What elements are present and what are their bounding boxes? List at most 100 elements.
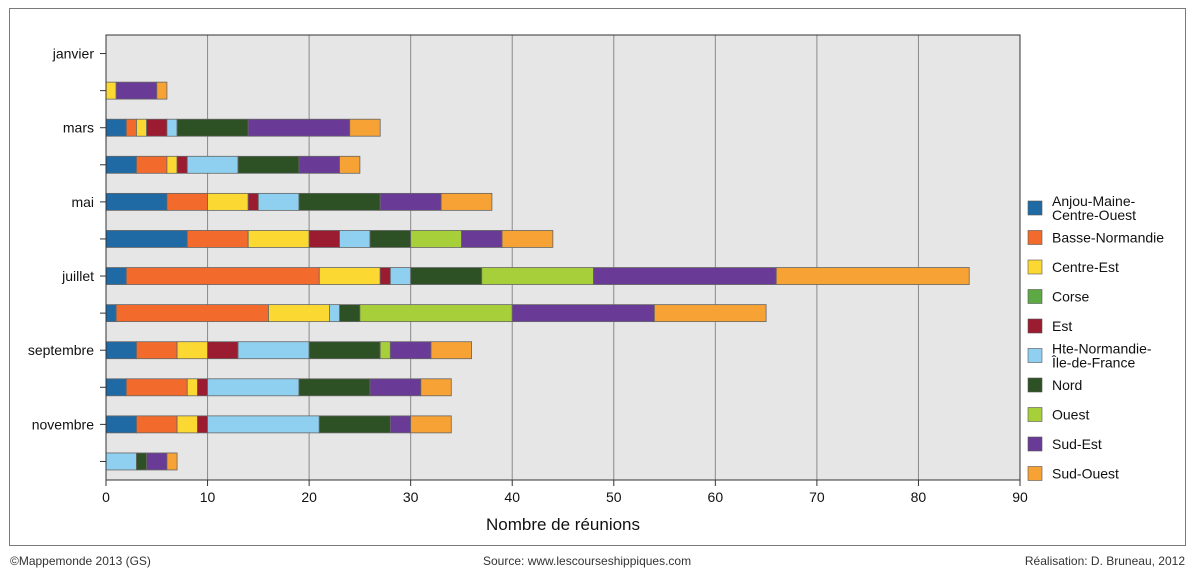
plot-border: [105, 34, 1021, 481]
bar-segment: [339, 304, 361, 323]
legend-label: Nord: [1052, 377, 1082, 393]
legend-label: Corse: [1052, 289, 1090, 305]
bar-segment: [410, 267, 483, 285]
bar-segment: [207, 415, 320, 434]
x-tick-label: 20: [301, 489, 317, 505]
legend-label: Ouest: [1052, 407, 1089, 423]
bar-segment: [105, 230, 188, 248]
bar-segment: [481, 267, 594, 285]
bar-segment: [237, 155, 300, 174]
bar-segment: [176, 341, 208, 360]
bar-segment: [166, 192, 208, 211]
bar-segment: [389, 267, 412, 285]
bar-segment: [247, 118, 351, 137]
bar-segment: [339, 230, 371, 248]
bar-segment: [136, 118, 148, 137]
bar-segment: [379, 341, 391, 360]
legend-swatch: [1027, 348, 1043, 363]
bar-segment: [136, 341, 178, 360]
bar-segment: [105, 267, 127, 285]
bar-segment: [461, 230, 503, 248]
bar-segment: [186, 378, 198, 397]
legend: Anjou-Maine-Centre-Ouest Basse-Normandie C…: [1027, 193, 1164, 482]
bar-segment: [268, 304, 330, 323]
legend-label: Est: [1052, 318, 1072, 334]
bar-segment: [247, 192, 259, 211]
bar-segment: [207, 378, 300, 397]
legend-swatch: [1027, 466, 1043, 481]
bar-segment: [105, 452, 137, 471]
bar-segment: [196, 378, 208, 397]
bar-segment: [186, 230, 249, 248]
bar-segment: [329, 304, 340, 323]
bar-segment: [369, 230, 412, 248]
legend-swatch: [1027, 259, 1043, 275]
bar-segment: [349, 118, 381, 137]
bar-segment: [176, 118, 249, 137]
x-tick-label: 30: [403, 489, 419, 505]
bar-segment: [410, 415, 452, 434]
legend-swatch: [1027, 436, 1043, 452]
bar-segment: [654, 304, 767, 323]
y-tick-label: juillet: [61, 268, 94, 284]
x-tick-label: 40: [504, 489, 520, 505]
bar-segment: [105, 155, 137, 174]
credit-left: ©Mappemonde 2013 (GS): [10, 554, 151, 568]
bar-segment: [501, 230, 554, 248]
bar-segment: [593, 267, 777, 285]
bar-segment: [136, 155, 168, 174]
bar-segment: [115, 81, 158, 100]
bar-segment: [156, 81, 168, 100]
bar-segment: [166, 118, 178, 137]
bar-segment: [775, 267, 970, 285]
bar-segment: [105, 304, 117, 323]
legend-label: Basse-Normandie: [1052, 230, 1164, 246]
bar-segment: [105, 378, 127, 397]
bar-segment: [318, 415, 391, 434]
bar-segment: [298, 378, 371, 397]
bar-segment: [257, 192, 300, 211]
bar-segment: [105, 192, 168, 211]
legend-swatch: [1027, 407, 1043, 422]
bar-segment: [318, 267, 381, 285]
bar-segment: [420, 378, 452, 397]
legend-label-line2: Île-de-France: [1051, 355, 1135, 371]
legend-label: Sud-Ouest: [1052, 466, 1119, 482]
bar-segment: [176, 155, 188, 174]
bar-segment: [237, 341, 310, 360]
bar-segment: [176, 415, 198, 434]
bar-segment: [511, 304, 655, 323]
x-tick-label: 80: [911, 489, 927, 505]
plot-area: [106, 35, 1020, 480]
y-tick-label: septembre: [28, 342, 94, 358]
bar-segment: [430, 341, 473, 360]
bar-segment: [308, 341, 381, 360]
x-tick-label: 70: [809, 489, 825, 505]
bar-segment: [359, 304, 513, 323]
bar-segment: [196, 415, 208, 434]
bar-segment: [146, 118, 168, 137]
bar-segment: [379, 267, 391, 285]
bar-segment: [389, 341, 432, 360]
y-axis-ticks: janvier mars mai juillet septembre novembre: [28, 46, 106, 462]
legend-label: Hte-Normandie-: [1052, 341, 1152, 357]
x-axis-ticks: 0 10 20 30 40 50 60 70 80 90: [102, 480, 1028, 505]
bar-segment: [125, 118, 137, 137]
bar-segment: [146, 452, 168, 471]
credit-right: Réalisation: D. Bruneau, 2012: [1024, 554, 1185, 568]
y-tick-label: mars: [63, 120, 94, 136]
bar-segment: [105, 415, 137, 434]
x-tick-label: 0: [102, 489, 110, 505]
legend-swatch: [1027, 230, 1043, 245]
bar-segment: [308, 230, 340, 248]
y-tick-label: mai: [71, 194, 94, 210]
bar-segment: [379, 192, 442, 211]
source-text: Source: www.lescourseshippiques.com: [483, 554, 692, 568]
bar-segment: [166, 155, 178, 174]
bar-segment: [207, 192, 249, 211]
bar-segment: [136, 452, 148, 471]
legend-swatch: [1027, 289, 1043, 304]
bar-segment: [389, 415, 412, 434]
legend-label-line2: Centre-Ouest: [1052, 207, 1136, 223]
